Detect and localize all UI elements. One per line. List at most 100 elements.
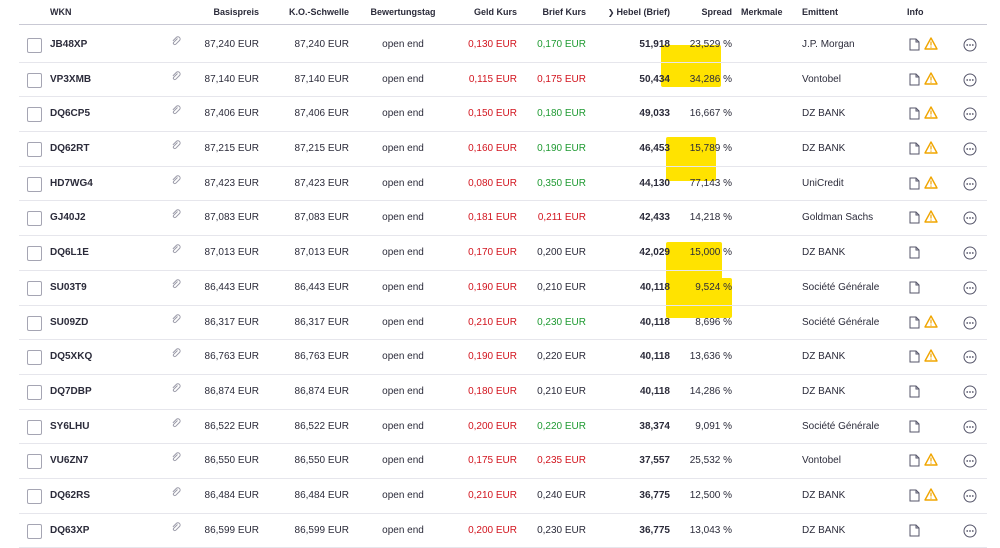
more-options-icon[interactable] (963, 73, 977, 92)
table-row[interactable]: VP3XMB 87,140 EUR 87,140 EUR open end 0,115 … (19, 63, 987, 98)
row-checkbox[interactable] (27, 142, 42, 158)
warning-icon[interactable] (924, 314, 938, 333)
document-icon[interactable] (909, 177, 920, 195)
warning-icon[interactable] (924, 349, 938, 367)
table-row[interactable]: SY6LHU 86,522 EUR 86,522 EUR open end 0,200 … (19, 410, 987, 445)
paperclip-icon[interactable] (169, 444, 183, 478)
table-row[interactable]: GJ40J2 87,083 EUR 87,083 EUR open end 0,181 … (19, 201, 987, 237)
row-checkbox[interactable] (27, 384, 42, 400)
table-row[interactable]: DQ6L1E 87,013 EUR 87,013 EUR open end 0,170 … (19, 236, 987, 271)
more-options-icon[interactable] (963, 38, 977, 57)
table-row[interactable]: SU03T9 86,443 EUR 86,443 EUR open end 0,190 … (19, 271, 987, 306)
column-header-basispreis[interactable]: Basispreis (213, 7, 259, 17)
paperclip-icon[interactable] (169, 63, 183, 97)
document-icon[interactable] (909, 246, 920, 264)
table-row[interactable]: DQ7DBP 86,874 EUR 86,874 EUR open end 0,180 … (19, 375, 987, 410)
paperclip-icon[interactable] (169, 201, 183, 235)
row-checkbox[interactable] (27, 280, 42, 296)
column-header-geld-kurs[interactable]: Geld Kurs (473, 7, 517, 17)
column-header-merkmale[interactable]: Merkmale (741, 7, 783, 17)
column-header-brief-kurs[interactable]: Brief Kurs (542, 7, 586, 17)
row-checkbox[interactable] (27, 488, 42, 504)
warning-icon[interactable] (924, 71, 938, 90)
row-checkbox[interactable] (27, 523, 42, 539)
warning-icon[interactable] (924, 106, 938, 124)
table-row[interactable]: VU6ZN7 86,550 EUR 86,550 EUR open end 0,175 … (19, 444, 987, 479)
document-icon[interactable] (909, 420, 920, 438)
document-icon[interactable] (909, 316, 920, 334)
table-row[interactable]: DQ62RT 87,215 EUR 87,215 EUR open end 0,160 … (19, 132, 987, 167)
table-row[interactable]: HD7WG4 87,423 EUR 87,423 EUR open end 0,080 … (19, 167, 987, 202)
wkn-link[interactable]: HD7WG4 (50, 177, 93, 189)
wkn-link[interactable]: DQ63XP (50, 524, 90, 536)
paperclip-icon[interactable] (169, 167, 183, 201)
more-options-icon[interactable] (963, 107, 977, 126)
paperclip-icon[interactable] (169, 97, 183, 131)
document-icon[interactable] (909, 524, 920, 542)
more-options-icon[interactable] (963, 211, 977, 230)
more-options-icon[interactable] (963, 420, 977, 439)
more-options-icon[interactable] (963, 489, 977, 508)
row-checkbox[interactable] (27, 419, 42, 435)
column-header-ko-schwelle[interactable]: K.O.-Schwelle (288, 7, 349, 17)
wkn-link[interactable]: JB48XP (50, 39, 88, 50)
more-options-icon[interactable] (963, 246, 977, 265)
warning-icon[interactable] (924, 37, 938, 55)
paperclip-icon[interactable] (169, 271, 183, 305)
document-icon[interactable] (909, 281, 920, 299)
more-options-icon[interactable] (963, 454, 977, 473)
wkn-link[interactable]: SU09ZD (50, 316, 89, 328)
document-icon[interactable] (909, 73, 920, 91)
more-options-icon[interactable] (963, 350, 977, 369)
row-checkbox[interactable] (27, 454, 42, 470)
more-options-icon[interactable] (963, 316, 977, 335)
table-row[interactable]: DQ62RS 86,484 EUR 86,484 EUR open end 0,210 … (19, 479, 987, 514)
wkn-link[interactable]: DQ62RS (50, 489, 91, 501)
paperclip-icon[interactable] (169, 236, 183, 270)
paperclip-icon[interactable] (169, 132, 183, 166)
more-options-icon[interactable] (963, 142, 977, 161)
wkn-link[interactable]: VP3XMB (50, 73, 92, 85)
more-options-icon[interactable] (963, 281, 977, 300)
table-row[interactable]: JB48XP 87,240 EUR 87,240 EUR open end 0,130 … (19, 28, 987, 63)
row-checkbox[interactable] (27, 315, 42, 331)
wkn-link[interactable]: DQ5XKQ (50, 351, 93, 363)
row-checkbox[interactable] (27, 107, 42, 123)
document-icon[interactable] (909, 142, 920, 160)
warning-icon[interactable] (924, 176, 938, 194)
column-header-bewertungstag[interactable]: Bewertungstag (370, 7, 436, 17)
document-icon[interactable] (909, 211, 920, 229)
column-header-wkn[interactable]: WKN (50, 7, 72, 17)
table-row[interactable]: DQ6CP5 87,406 EUR 87,406 EUR open end 0,150 … (19, 97, 987, 133)
paperclip-icon[interactable] (169, 306, 183, 340)
table-row[interactable]: DQ5XKQ 86,763 EUR 86,763 EUR open end 0,190 … (19, 340, 987, 375)
document-icon[interactable] (909, 385, 920, 403)
wkn-link[interactable]: DQ6CP5 (50, 108, 91, 120)
warning-icon[interactable] (924, 453, 938, 471)
table-row[interactable]: SU09ZD 86,317 EUR 86,317 EUR open end 0,210 … (19, 306, 987, 341)
wkn-link[interactable]: GJ40J2 (50, 212, 86, 224)
column-header-emittent[interactable]: Emittent (802, 7, 838, 17)
paperclip-icon[interactable] (169, 375, 183, 409)
document-icon[interactable] (909, 107, 920, 125)
wkn-link[interactable]: DQ6L1E (50, 247, 89, 259)
row-checkbox[interactable] (27, 176, 42, 192)
document-icon[interactable] (909, 350, 920, 368)
column-header-hebel[interactable]: ❯ Hebel (Brief) (589, 7, 670, 17)
document-icon[interactable] (909, 454, 920, 472)
document-icon[interactable] (909, 38, 920, 56)
warning-icon[interactable] (924, 210, 938, 228)
paperclip-icon[interactable] (169, 340, 183, 374)
row-checkbox[interactable] (27, 350, 42, 366)
wkn-link[interactable]: DQ7DBP (50, 385, 92, 397)
row-checkbox[interactable] (27, 72, 42, 88)
paperclip-icon[interactable] (169, 479, 183, 513)
row-checkbox[interactable] (27, 38, 42, 53)
more-options-icon[interactable] (963, 385, 977, 404)
paperclip-icon[interactable] (169, 410, 183, 444)
row-checkbox[interactable] (27, 246, 42, 262)
warning-icon[interactable] (924, 488, 938, 506)
wkn-link[interactable]: SY6LHU (50, 420, 90, 432)
wkn-link[interactable]: SU03T9 (50, 281, 87, 293)
document-icon[interactable] (909, 489, 920, 507)
